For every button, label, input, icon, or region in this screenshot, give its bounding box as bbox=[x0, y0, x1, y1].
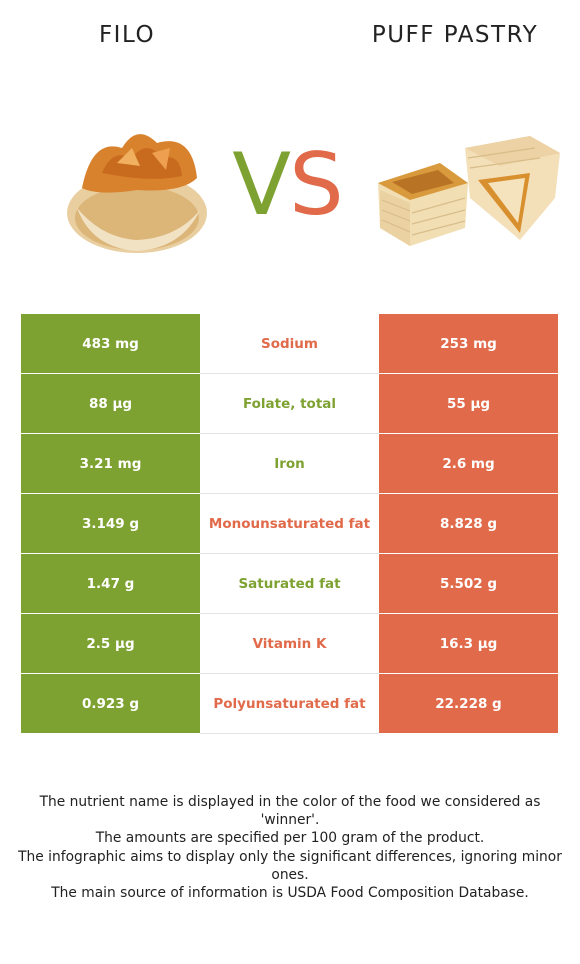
filo-value: 3.21 mg bbox=[21, 433, 200, 494]
puff-pastry-value: 2.6 mg bbox=[379, 433, 558, 494]
puff-pastry-value: 5.502 g bbox=[379, 553, 558, 614]
puff-pastry-value: 22.228 g bbox=[379, 673, 558, 734]
footer-line-significance: The infographic aims to display only the… bbox=[18, 848, 562, 883]
table-row: 88 µg Folate, total 55 µg bbox=[21, 373, 558, 434]
puff-pastry-image bbox=[378, 136, 560, 246]
table-row: 2.5 µg Vitamin K 16.3 µg bbox=[21, 613, 558, 674]
table-row: 3.21 mg Iron 2.6 mg bbox=[21, 433, 558, 494]
filo-value: 2.5 µg bbox=[21, 613, 200, 674]
puff-pastry-value: 253 mg bbox=[379, 314, 558, 374]
vs-s: S bbox=[289, 135, 344, 235]
filo-value: 483 mg bbox=[21, 314, 200, 374]
comparison-table: 483 mg Sodium 253 mg 88 µg Folate, total 55 µ… bbox=[21, 314, 558, 734]
puff-pastry-value: 55 µg bbox=[379, 373, 558, 434]
nutrient-name: Monounsaturated fat bbox=[200, 493, 379, 554]
vs-v: V bbox=[232, 135, 291, 235]
table-row: 0.923 g Polyunsaturated fat 22.228 g bbox=[21, 673, 558, 734]
table-row: 3.149 g Monounsaturated fat 8.828 g bbox=[21, 493, 558, 554]
puff-pastry-value: 8.828 g bbox=[379, 493, 558, 554]
puff-pastry-value: 16.3 µg bbox=[379, 613, 558, 674]
nutrient-name: Iron bbox=[200, 433, 379, 494]
filo-value: 3.149 g bbox=[21, 493, 200, 554]
footer-notes: The nutrient name is displayed in the co… bbox=[14, 793, 566, 902]
filo-value: 0.923 g bbox=[21, 673, 200, 734]
nutrient-name: Polyunsaturated fat bbox=[200, 673, 379, 734]
nutrient-name: Folate, total bbox=[200, 373, 379, 434]
filo-image bbox=[67, 134, 207, 253]
nutrient-name: Saturated fat bbox=[200, 553, 379, 614]
left-food-title: FILO bbox=[98, 22, 156, 48]
nutrient-name: Sodium bbox=[200, 314, 379, 374]
footer-line-source: The main source of information is USDA F… bbox=[51, 885, 529, 902]
footer-line-amounts: The amounts are specified per 100 gram o… bbox=[95, 830, 485, 847]
table-row: 483 mg Sodium 253 mg bbox=[21, 314, 558, 374]
footer-line-winner: The nutrient name is displayed in the co… bbox=[39, 794, 541, 829]
filo-value: 1.47 g bbox=[21, 553, 200, 614]
table-row: 1.47 g Saturated fat 5.502 g bbox=[21, 553, 558, 614]
right-food-title: PUFF PASTRY bbox=[371, 22, 539, 48]
nutrient-name: Vitamin K bbox=[200, 613, 379, 674]
filo-value: 88 µg bbox=[21, 373, 200, 434]
vs-label: VS bbox=[222, 140, 352, 230]
